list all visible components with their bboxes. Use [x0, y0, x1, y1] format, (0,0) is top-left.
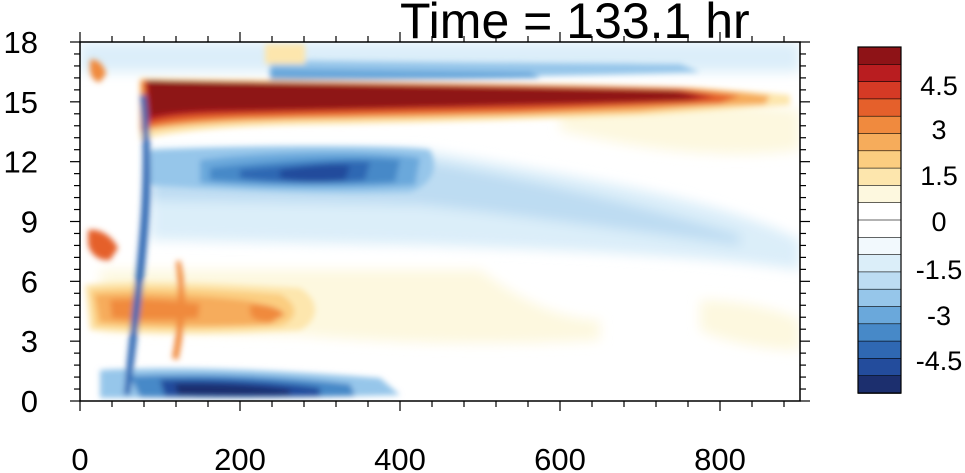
colorbar-swatch — [857, 219, 902, 239]
colorbar-label: 3 — [931, 115, 946, 145]
colorbar-swatch — [857, 288, 902, 308]
x-tick-label: 400 — [374, 442, 426, 473]
x-tick-label: 0 — [71, 442, 88, 473]
colorbar-swatch — [857, 358, 902, 377]
colorbar-label: -4.5 — [916, 346, 963, 376]
x-tick-label: 200 — [214, 442, 266, 473]
colorbar-label: 1.5 — [920, 161, 958, 191]
y-tick-label: 6 — [21, 264, 38, 299]
colorbar-swatch — [857, 202, 902, 221]
colorbar-swatch — [857, 133, 902, 152]
y-tick-label: 0 — [21, 384, 38, 419]
colorbar-swatch — [857, 271, 902, 290]
y-tick-label: 3 — [21, 324, 38, 359]
y-tick-label: 15 — [4, 85, 38, 120]
colorbar-swatch — [857, 340, 902, 360]
x-tick-label: 800 — [694, 442, 746, 473]
colorbar-label: 0 — [931, 207, 946, 237]
colorbar-swatch — [857, 81, 902, 100]
colorbar-swatch — [857, 150, 902, 169]
colorbar-swatch — [857, 254, 902, 273]
chart-title: Time = 133.1 hr — [400, 0, 750, 49]
colorbar-label: -1.5 — [916, 255, 963, 285]
y-tick-label: 9 — [21, 205, 38, 240]
colorbar-frame — [857, 46, 902, 394]
colorbar-label: 4.5 — [920, 71, 958, 101]
colorbar-swatch — [857, 167, 902, 187]
colorbar-swatch — [857, 375, 902, 394]
colorbar: 4.5 3 1.5 0 -1.5 -3 -4.5 — [857, 46, 963, 394]
y-tick-label: 18 — [4, 25, 38, 60]
colorbar-swatch — [857, 98, 902, 118]
x-axis: 0 200 400 600 800 — [71, 32, 785, 473]
colorbar-swatch — [857, 115, 902, 135]
colorbar-swatch — [857, 306, 902, 325]
colorbar-swatch — [857, 323, 902, 342]
colorbar-label: -3 — [927, 301, 951, 331]
y-tick-label: 12 — [4, 145, 38, 180]
y-axis: 0 3 6 9 12 15 18 — [4, 25, 810, 419]
colorbar-swatch — [857, 185, 902, 204]
colorbar-swatch — [857, 237, 902, 256]
x-tick-label: 600 — [534, 442, 586, 473]
colorbar-swatch — [857, 46, 902, 66]
contour-field — [80, 42, 800, 398]
colorbar-swatch — [857, 64, 902, 83]
